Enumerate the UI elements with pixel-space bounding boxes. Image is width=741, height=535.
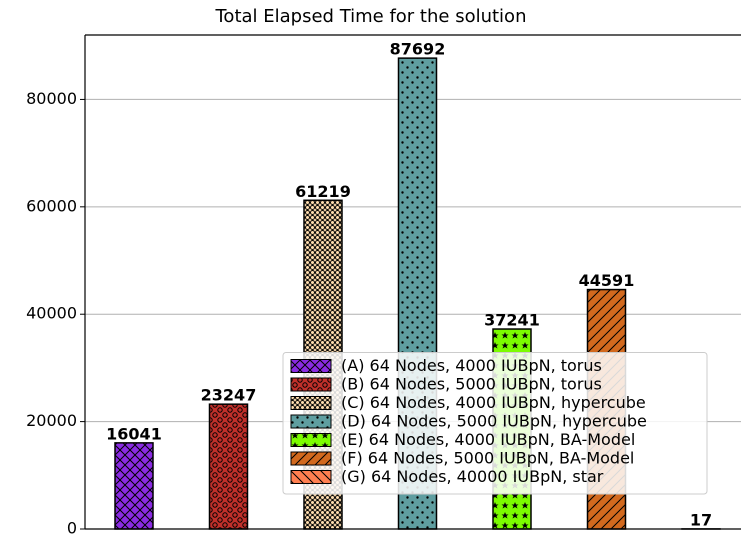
legend-label: (A) 64 Nodes, 4000 IUBpN, torus xyxy=(341,356,602,375)
legend-label: (E) 64 Nodes, 4000 IUBpN, BA-Model xyxy=(341,430,635,449)
bar xyxy=(208,403,249,530)
y-tick-label: 20000 xyxy=(26,411,77,430)
legend-swatch xyxy=(290,377,332,392)
legend-label: (B) 64 Nodes, 5000 IUBpN, torus xyxy=(341,375,602,394)
legend-swatch xyxy=(290,470,332,484)
legend-label: (G) 64 Nodes, 40000 IUBpN, star xyxy=(341,467,604,486)
legend-swatch xyxy=(290,396,332,410)
data-label: 37241 xyxy=(484,311,540,330)
y-tick-label: 60000 xyxy=(26,196,77,215)
chart-title: Total Elapsed Time for the solution xyxy=(215,6,527,27)
legend-label: (F) 64 Nodes, 5000 IUBpN, BA-Model xyxy=(341,449,634,468)
legend-swatch xyxy=(290,359,332,373)
y-tick-label: 0 xyxy=(67,519,77,535)
legend-label: (D) 64 Nodes, 5000 IUBpN, hypercube xyxy=(341,412,647,431)
data-label: 61219 xyxy=(295,182,351,201)
legend-label: (C) 64 Nodes, 4000 IUBpN, hypercube xyxy=(341,393,646,412)
y-tick-label: 40000 xyxy=(26,304,77,323)
y-tick-label: 80000 xyxy=(26,89,77,108)
legend-box xyxy=(282,352,708,495)
legend-swatch xyxy=(290,433,332,447)
data-label: 44591 xyxy=(579,271,635,290)
legend-swatch xyxy=(290,414,332,429)
data-label: 87692 xyxy=(390,40,446,59)
bar xyxy=(114,442,154,530)
data-label: 17 xyxy=(690,510,712,529)
legend-swatch xyxy=(290,451,332,466)
data-label: 23247 xyxy=(201,386,257,405)
data-label: 16041 xyxy=(106,424,162,443)
